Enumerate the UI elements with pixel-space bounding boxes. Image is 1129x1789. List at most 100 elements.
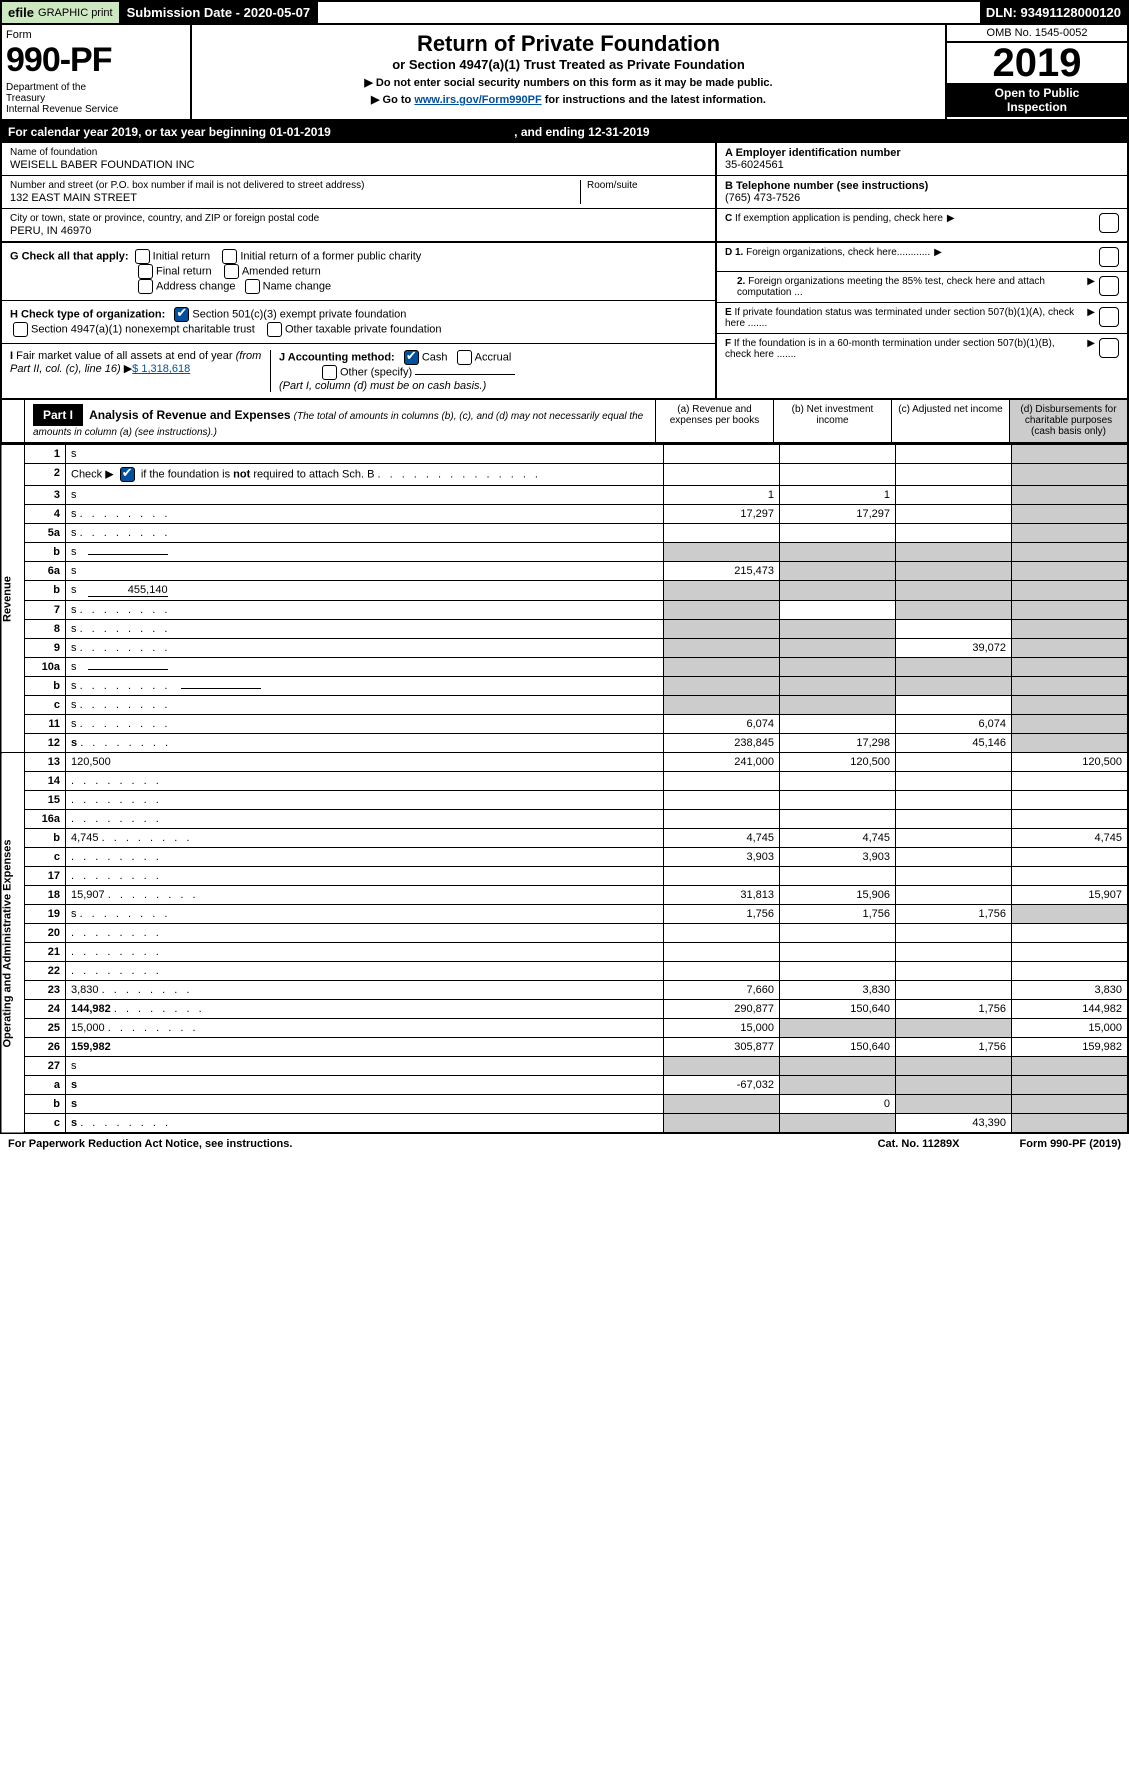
line-num: 26 — [25, 1038, 66, 1057]
table-row: 6as215,473 — [1, 562, 1128, 581]
cell-b: 120,500 — [780, 753, 896, 772]
line-desc: . . . . . . . . — [66, 848, 664, 867]
cell-a — [664, 581, 780, 601]
cb-501c3[interactable] — [174, 307, 189, 322]
cell-c: 43,390 — [896, 1114, 1012, 1134]
efile-button[interactable]: efile GRAPHIC print — [2, 2, 121, 23]
cell-d: 144,982 — [1012, 1000, 1129, 1019]
line-num: b — [25, 543, 66, 562]
cb-initial-return[interactable] — [135, 249, 150, 264]
line-desc: s . . . . . . . . — [66, 620, 664, 639]
instructions-link[interactable]: www.irs.gov/Form990PF — [414, 94, 541, 106]
cell-b — [780, 445, 896, 464]
line-num: 14 — [25, 772, 66, 791]
checkbox-c[interactable] — [1099, 213, 1119, 233]
line-desc: s — [66, 658, 664, 677]
cell-a — [664, 1114, 780, 1134]
row-g: G Check all that apply: Initial return I… — [2, 243, 715, 301]
cell-c — [896, 696, 1012, 715]
line-desc: . . . . . . . . — [66, 772, 664, 791]
line-num: 7 — [25, 601, 66, 620]
line-desc: s . . . . . . . . — [66, 696, 664, 715]
cell-b — [780, 962, 896, 981]
cell-d — [1012, 924, 1129, 943]
table-row: 2515,000 . . . . . . . .15,00015,000 — [1, 1019, 1128, 1038]
cb-cash[interactable] — [404, 350, 419, 365]
line-desc: s . . . . . . . . — [66, 905, 664, 924]
cell-d — [1012, 486, 1129, 505]
cell-d — [1012, 581, 1129, 601]
cell-a: 1,756 — [664, 905, 780, 924]
phone-cell: B Telephone number (see instructions) (7… — [717, 176, 1127, 209]
line-num: 15 — [25, 791, 66, 810]
line-num: 2 — [25, 464, 66, 486]
cell-c — [896, 1057, 1012, 1076]
cell-b — [780, 772, 896, 791]
line-desc: 120,500 — [66, 753, 664, 772]
cell-a: 17,297 — [664, 505, 780, 524]
cb-4947[interactable] — [13, 322, 28, 337]
cell-b: 3,830 — [780, 981, 896, 1000]
cell-a — [664, 1057, 780, 1076]
cell-c: 6,074 — [896, 715, 1012, 734]
line-num: 16a — [25, 810, 66, 829]
cb-addr-change[interactable] — [138, 279, 153, 294]
footer-mid: Cat. No. 11289X — [878, 1138, 960, 1150]
cell-b: 150,640 — [780, 1038, 896, 1057]
line-desc: . . . . . . . . — [66, 791, 664, 810]
cell-b — [780, 1076, 896, 1095]
table-row: 12s . . . . . . . .238,84517,29845,146 — [1, 734, 1128, 753]
cell-a: 305,877 — [664, 1038, 780, 1057]
cb-amended[interactable] — [224, 264, 239, 279]
cb-initial-public[interactable] — [222, 249, 237, 264]
line-desc: 159,982 — [66, 1038, 664, 1057]
cell-d — [1012, 601, 1129, 620]
cell-c — [896, 886, 1012, 905]
line-num: 17 — [25, 867, 66, 886]
line-num: 13 — [25, 753, 66, 772]
cb-other-method[interactable] — [322, 365, 337, 380]
line-desc: 3,830 . . . . . . . . — [66, 981, 664, 1000]
checkbox-f[interactable] — [1099, 338, 1119, 358]
instr-2: ▶ Go to www.irs.gov/Form990PF for instru… — [198, 93, 939, 106]
line-desc: 144,982 . . . . . . . . — [66, 1000, 664, 1019]
line-desc: . . . . . . . . — [66, 962, 664, 981]
table-row: 27s — [1, 1057, 1128, 1076]
cell-d — [1012, 677, 1129, 696]
cell-a: 1 — [664, 486, 780, 505]
cell-c — [896, 543, 1012, 562]
table-row: 20 . . . . . . . . — [1, 924, 1128, 943]
city-cell: City or town, state or province, country… — [2, 209, 715, 241]
checkbox-d1[interactable] — [1099, 247, 1119, 267]
checkbox-e[interactable] — [1099, 307, 1119, 327]
fmv-value[interactable]: $ 1,318,618 — [132, 363, 190, 375]
cb-other-taxable[interactable] — [267, 322, 282, 337]
cell-a — [664, 543, 780, 562]
cell-b: 17,297 — [780, 505, 896, 524]
table-row: 3s11 — [1, 486, 1128, 505]
cell-d — [1012, 943, 1129, 962]
line-desc: s . . . . . . . . — [66, 505, 664, 524]
line-num: 23 — [25, 981, 66, 1000]
cell-d — [1012, 445, 1129, 464]
cb-name-change[interactable] — [245, 279, 260, 294]
cell-c: 1,756 — [896, 1000, 1012, 1019]
line-desc: 4,745 . . . . . . . . — [66, 829, 664, 848]
table-row: 11s . . . . . . . .6,0746,074 — [1, 715, 1128, 734]
line-desc: Check ▶ if the foundation is not require… — [66, 464, 664, 486]
col-c: (c) Adjusted net income — [891, 400, 1009, 442]
box-d2: 2. Foreign organizations meeting the 85%… — [717, 272, 1127, 303]
cell-b — [780, 1114, 896, 1134]
cell-a — [664, 810, 780, 829]
cell-a: 215,473 — [664, 562, 780, 581]
cb-accrual[interactable] — [457, 350, 472, 365]
line-desc: s . . . . . . . . — [66, 1114, 664, 1134]
cell-d — [1012, 562, 1129, 581]
cb-final[interactable] — [138, 264, 153, 279]
line-num: b — [25, 829, 66, 848]
cell-c — [896, 445, 1012, 464]
efile-sub: GRAPHIC print — [38, 7, 113, 19]
cell-d — [1012, 810, 1129, 829]
cell-d — [1012, 524, 1129, 543]
checkbox-d2[interactable] — [1099, 276, 1119, 296]
